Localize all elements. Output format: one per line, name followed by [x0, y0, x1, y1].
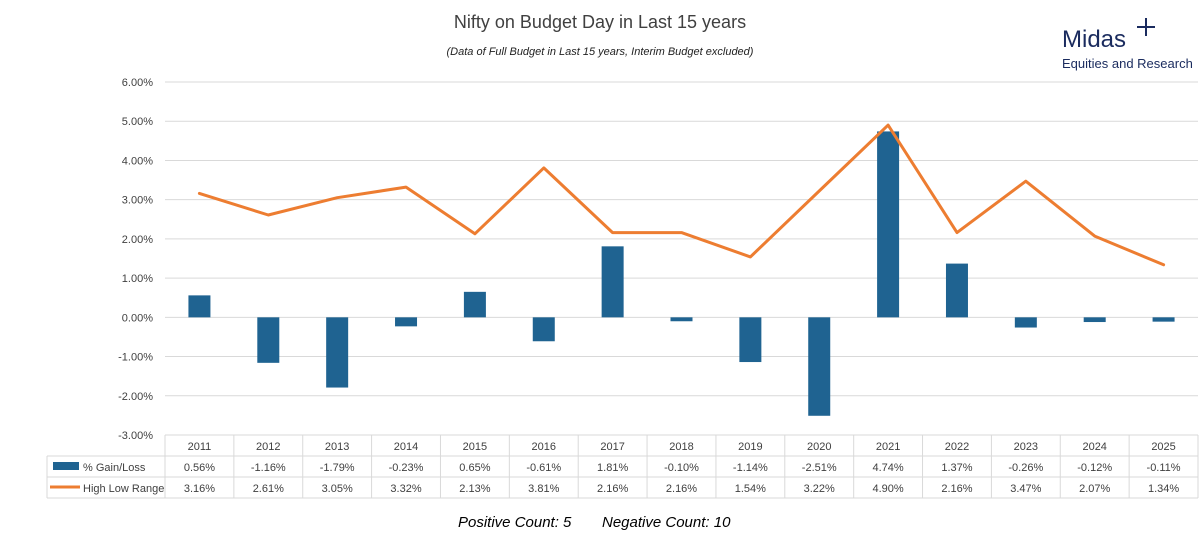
x-tick-label: 2022: [945, 441, 969, 453]
x-tick-label: 2012: [256, 441, 280, 453]
brand-name: Midas: [1062, 26, 1126, 53]
brand-logo: Midas Equities and Research: [1062, 18, 1193, 71]
y-tick-label: 1.00%: [122, 273, 153, 285]
bar-data-label: 0.56%: [184, 462, 215, 474]
x-tick-label: 2023: [1014, 441, 1038, 453]
bar: [670, 317, 693, 322]
line-data-label: 3.16%: [184, 483, 215, 495]
y-tick-label: 4.00%: [122, 155, 153, 167]
line-series: [197, 123, 1166, 267]
bar: [257, 317, 280, 363]
legend-label-line: High Low Range: [83, 483, 164, 495]
line-data-label: 2.16%: [597, 483, 628, 495]
x-tick-label: 2017: [600, 441, 624, 453]
line-data-label: 3.22%: [804, 483, 835, 495]
bar-data-label: 1.37%: [941, 462, 972, 474]
bar: [739, 317, 762, 363]
bar-data-label: -1.16%: [251, 462, 286, 474]
sparkle-icon: [1137, 18, 1155, 36]
x-tick-label: 2014: [394, 441, 418, 453]
bar: [1152, 317, 1175, 322]
bar: [1083, 317, 1106, 323]
bar: [395, 317, 418, 327]
x-tick-label: 2021: [876, 441, 900, 453]
legend-swatch-bar: [53, 462, 79, 470]
bar-data-label: -0.12%: [1077, 462, 1112, 474]
bar: [532, 317, 555, 342]
x-tick-label: 2015: [463, 441, 487, 453]
bar-data-label: -0.26%: [1008, 462, 1043, 474]
chart-subtitle: (Data of Full Budget in Last 15 years, I…: [447, 46, 754, 58]
x-tick-label: 2013: [325, 441, 349, 453]
bar: [1014, 317, 1037, 328]
bar: [188, 295, 211, 318]
line-data-label: 2.16%: [941, 483, 972, 495]
line-data-label: 3.32%: [390, 483, 421, 495]
y-tick-label: 5.00%: [122, 116, 153, 128]
chart-title: Nifty on Budget Day in Last 15 years: [454, 12, 746, 32]
x-tick-label: 2025: [1151, 441, 1175, 453]
legend-label-bar: % Gain/Loss: [83, 462, 146, 474]
line-data-label: 2.13%: [459, 483, 490, 495]
y-tick-label: -1.00%: [118, 352, 153, 364]
x-tick-label: 2018: [669, 441, 693, 453]
bar: [945, 263, 968, 318]
y-tick-label: 3.00%: [122, 195, 153, 207]
bar-series: [188, 131, 1175, 416]
y-tick-label: -3.00%: [118, 430, 153, 442]
bar: [463, 291, 486, 318]
bar-data-label: 4.74%: [872, 462, 903, 474]
brand-tagline: Equities and Research: [1062, 56, 1193, 71]
bar: [808, 317, 831, 416]
bar-data-label: -0.10%: [664, 462, 699, 474]
bar-data-label: 1.81%: [597, 462, 628, 474]
bar: [326, 317, 349, 388]
x-tick-label: 2019: [738, 441, 762, 453]
x-tick-label: 2024: [1082, 441, 1106, 453]
y-tick-label: 0.00%: [122, 312, 153, 324]
bar-data-label: -0.61%: [526, 462, 561, 474]
x-tick-label: 2020: [807, 441, 831, 453]
positive-count: Positive Count: 5: [458, 514, 572, 531]
line-data-label: 2.16%: [666, 483, 697, 495]
line-data-label: 3.05%: [322, 483, 353, 495]
gridlines: [165, 81, 1198, 436]
line-data-label: 1.54%: [735, 483, 766, 495]
bar-data-label: -1.79%: [320, 462, 355, 474]
bar-data-label: -2.51%: [802, 462, 837, 474]
x-tick-label: 2016: [532, 441, 556, 453]
bar: [877, 131, 900, 318]
negative-count: Negative Count: 10: [602, 514, 731, 531]
line-data-label: 2.07%: [1079, 483, 1110, 495]
series-line: [197, 123, 1166, 267]
line-data-label: 3.81%: [528, 483, 559, 495]
data-table: 2011 2012 2013 2014 2015 2016 2017 2018 2019 2020…: [46, 434, 1199, 499]
line-data-label: 4.90%: [872, 483, 903, 495]
y-tick-label: -2.00%: [118, 391, 153, 403]
bar-data-label: -1.14%: [733, 462, 768, 474]
bar: [601, 246, 624, 318]
bar-data-label: -0.11%: [1147, 462, 1181, 474]
bar-data-label: 0.65%: [459, 462, 490, 474]
line-data-label: 2.61%: [253, 483, 284, 495]
y-tick-label: 2.00%: [122, 234, 153, 246]
line-data-label: 1.34%: [1148, 483, 1179, 495]
x-tick-label: 2011: [188, 441, 212, 453]
y-tick-label: 6.00%: [122, 77, 153, 89]
line-data-label: 3.47%: [1010, 483, 1041, 495]
bar-data-label: -0.23%: [389, 462, 424, 474]
y-axis-labels: 6.00% 5.00% 4.00% 3.00% 2.00% 1.00% 0.00% -1.00…: [118, 77, 153, 442]
